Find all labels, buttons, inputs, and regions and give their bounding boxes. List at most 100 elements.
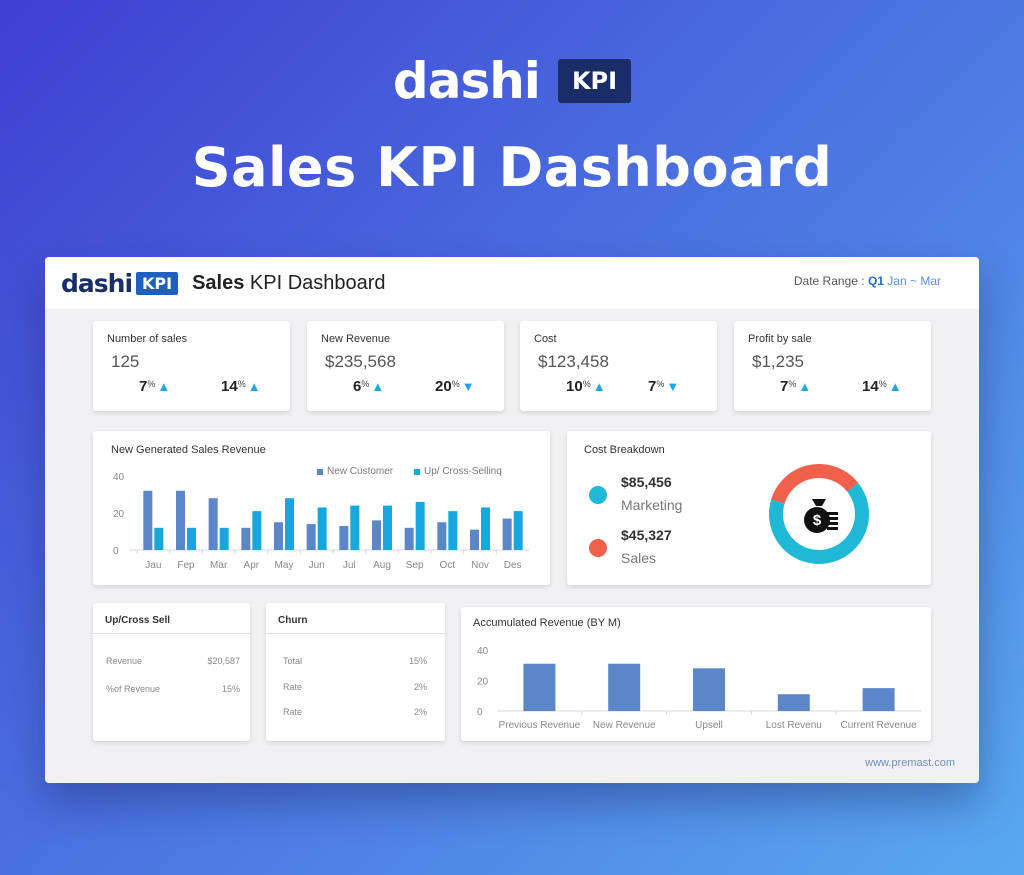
bar-new-customer	[404, 527, 414, 550]
kpi-label: Profit by sale	[748, 333, 812, 345]
upcross-pct-value: 15%	[221, 684, 240, 694]
y-tick-label: 0	[113, 546, 119, 557]
dashboard-frame: dashi KPI Sales KPI Dashboard Date Range…	[45, 257, 979, 783]
upcross-card: Up/Cross Sell Revenue $20,587 %of Revenu…	[93, 603, 250, 741]
kpi-change-value: 7	[648, 378, 657, 395]
dashboard-title-rest: KPI Dashboard	[244, 271, 386, 294]
sales-revenue-title: New Generated Sales Revenue	[111, 444, 266, 456]
percent-symbol: %	[582, 379, 591, 389]
cost-donut-chart: $	[769, 464, 869, 564]
kpi-change-2: 14% ▲	[862, 378, 902, 396]
footer-url[interactable]: www.premast.com	[865, 757, 955, 769]
header-logo-text: dashi	[61, 268, 133, 298]
kpi-label: Cost	[534, 333, 557, 345]
percent-symbol: %	[878, 379, 887, 389]
triangle-up-icon: ▲	[247, 379, 261, 394]
legend-new-customer: New Customer	[317, 466, 393, 477]
date-range-label: Date Range :	[793, 274, 865, 288]
bar-upsell	[448, 511, 458, 550]
x-tick-label: New Revenue	[593, 720, 656, 731]
sales-dot	[589, 539, 607, 557]
kpi-change-1: 6% ▲	[353, 378, 384, 396]
header-logo-badge: KPI	[136, 271, 179, 295]
legend-upsell: Up/ Cross-Sellinq	[414, 466, 502, 477]
triangle-up-icon: ▲	[798, 379, 812, 394]
triangle-up-icon: ▲	[592, 379, 606, 394]
percent-symbol: %	[788, 379, 797, 389]
kpi-change-1: 7% ▲	[139, 378, 170, 396]
bar	[693, 668, 725, 711]
kpi-change-2: 14% ▲	[221, 378, 261, 396]
churn-title: Churn	[278, 615, 308, 626]
dashboard-header: dashi KPI Sales KPI Dashboard Date Range…	[45, 257, 979, 309]
legend-label: Up/ Cross-Sellinq	[424, 466, 502, 477]
kpi-change-value: 6	[353, 378, 362, 395]
bar-new-customer	[470, 529, 479, 550]
sales-value: $45,327	[621, 527, 672, 543]
upcross-revenue-value: $20,587	[207, 656, 240, 666]
kpi-change-2: 20% ▼	[435, 378, 475, 396]
bar-upsell	[154, 527, 164, 550]
header-logo: dashi KPI	[61, 268, 179, 298]
legend-label: New Customer	[327, 466, 394, 477]
x-tick-label: Previous Revenue	[499, 720, 581, 731]
x-tick-label: Jun	[309, 560, 325, 571]
x-tick-label: Current Revenue	[841, 720, 918, 731]
upcross-revenue-label: Revenue	[106, 656, 143, 666]
bar-new-customer	[241, 527, 251, 550]
percent-symbol: %	[451, 379, 460, 389]
marketing-dot	[589, 486, 607, 504]
churn-rate-value: 2%	[413, 682, 427, 692]
x-tick-label: Des	[504, 560, 522, 571]
triangle-down-icon: ▼	[461, 379, 475, 394]
kpi-card: Number of sales 125 7% ▲ 14% ▲	[93, 321, 290, 411]
kpi-change-value: 14	[862, 378, 879, 395]
bar-upsell	[219, 527, 229, 550]
kpi-change-value: 7	[780, 378, 789, 395]
divider	[266, 633, 445, 634]
bar-new-customer	[306, 524, 316, 550]
legend-swatch	[317, 468, 323, 475]
hero-logo-text: dashi	[392, 52, 541, 110]
hero-logo: dashi KPI	[0, 56, 1024, 106]
kpi-card: Cost $123,458 10% ▲ 7% ▼	[520, 321, 717, 411]
kpi-value: 125	[111, 352, 140, 371]
percent-symbol: %	[361, 379, 370, 389]
bar-new-customer	[143, 490, 153, 550]
x-tick-label: Aug	[373, 560, 391, 571]
hero-title: Sales KPI Dashboard	[191, 136, 833, 199]
date-range[interactable]: Date Range : Q1 Jan ~ Mar	[794, 274, 941, 288]
bar-upsell	[317, 507, 327, 550]
triangle-up-icon: ▲	[888, 379, 902, 394]
accumulated-revenue-chart: 0 20 40 Previous Revenue New Revenue Upsell Lo…	[477, 646, 921, 731]
bar-new-customer	[339, 525, 349, 550]
bar-upsell	[187, 527, 196, 550]
legend-swatch	[414, 468, 420, 475]
bar-new-customer	[176, 490, 185, 550]
churn-total-label: Total	[283, 656, 303, 666]
x-tick-label: Mar	[210, 560, 228, 571]
accumulated-revenue-title: Accumulated Revenue (BY M)	[473, 617, 621, 629]
x-tick-label: Oct	[440, 560, 456, 571]
y-tick-label: 40	[113, 472, 125, 483]
kpi-change-value: 7	[139, 378, 148, 395]
kpi-change-1: 10% ▲	[566, 378, 606, 396]
date-range-quarter: Q1	[867, 274, 884, 288]
y-tick-label: 20	[113, 509, 125, 520]
churn-total-value: 15%	[408, 656, 427, 666]
kpi-change-value: 20	[435, 378, 452, 395]
x-tick-label: Apr	[244, 560, 260, 571]
donut-slice-sales	[771, 464, 859, 504]
bar-upsell	[252, 511, 262, 550]
x-tick-label: Fep	[177, 560, 195, 571]
bar-new-customer	[208, 498, 218, 550]
bar-upsell	[481, 507, 490, 550]
sales-revenue-card: New Generated Sales Revenue New Customer…	[93, 431, 550, 585]
kpi-label: Number of sales	[107, 333, 188, 345]
y-tick-label: 0	[477, 707, 483, 718]
triangle-up-icon: ▲	[371, 379, 385, 394]
y-tick-label: 20	[477, 677, 489, 688]
upcross-pct-label: %of Revenue	[106, 684, 161, 694]
cost-breakdown-title: Cost Breakdown	[584, 444, 665, 456]
x-tick-label: Sep	[406, 560, 424, 571]
